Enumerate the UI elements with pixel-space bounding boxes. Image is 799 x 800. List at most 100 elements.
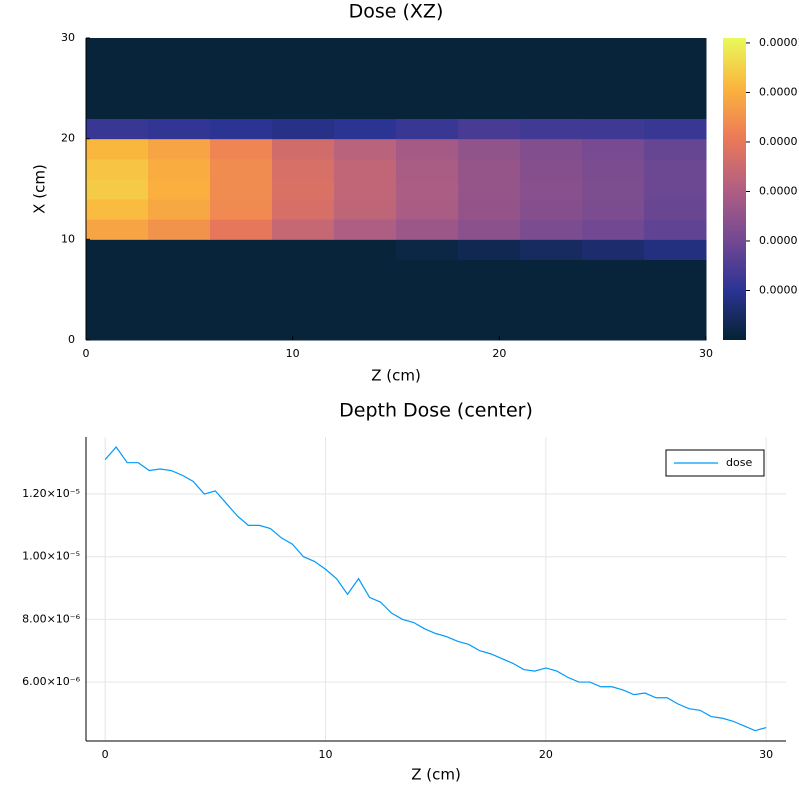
heatmap-cell — [334, 199, 397, 220]
heatmap-cell — [396, 138, 459, 160]
line-title: Depth Dose (center) — [339, 400, 533, 422]
heatmap-cell — [272, 98, 335, 120]
heatmap-cell — [644, 58, 707, 79]
heatmap-title: Dose (XZ) — [349, 1, 444, 23]
heatmap-cell — [458, 239, 521, 260]
heatmap-cell — [520, 178, 583, 200]
heatmap-cell — [210, 178, 273, 200]
heatmap-cell — [520, 158, 583, 180]
heatmap-cell — [644, 219, 707, 240]
heatmap-cell — [582, 319, 645, 341]
heatmap-cell — [582, 199, 645, 220]
heatmap-cell — [148, 98, 211, 120]
x-axis-label: Z (cm) — [371, 367, 421, 385]
heatmap-cell — [396, 58, 459, 79]
heatmap-cell — [458, 58, 521, 79]
heatmap-cell — [86, 78, 149, 99]
heatmap-cell — [520, 259, 583, 281]
heatmap-cell — [396, 178, 459, 200]
heatmap-cell — [148, 78, 211, 99]
heatmap-cell — [644, 199, 707, 220]
heatmap-cell — [334, 38, 397, 59]
heatmap-cell — [644, 239, 707, 260]
heatmap-cell — [644, 279, 707, 301]
y-tick-label: 10 — [61, 232, 75, 245]
y-tick-label: 1.00×10⁻⁵ — [22, 550, 80, 563]
y-tick-label: 8.00×10⁻⁶ — [22, 612, 81, 625]
heatmap-cell — [210, 259, 273, 281]
heatmap-cell — [86, 158, 149, 180]
heatmap-cell — [334, 118, 397, 140]
heatmap-cell — [86, 299, 149, 321]
heatmap-cell — [396, 219, 459, 240]
heatmap-cell — [520, 299, 583, 321]
heatmap-cell — [520, 38, 583, 59]
colorbar-tick-label: 0.0000 — [759, 135, 798, 148]
heatmap-cell — [458, 138, 521, 160]
heatmap-cell — [644, 178, 707, 200]
heatmap-cell — [148, 199, 211, 220]
colorbar-tick-label: 0.0000 — [759, 85, 798, 98]
heatmap-cell — [458, 158, 521, 180]
heatmap-cell — [644, 259, 707, 281]
heatmap-cell — [582, 239, 645, 260]
y-tick-label: 20 — [61, 132, 75, 145]
heatmap-cell — [334, 78, 397, 99]
heatmap-cell — [644, 158, 707, 180]
heatmap-cell — [86, 279, 149, 301]
heatmap-cell — [334, 138, 397, 160]
heatmap-cell — [396, 98, 459, 120]
heatmap-cell — [458, 219, 521, 240]
heatmap-cell — [582, 38, 645, 59]
heatmap-cell — [396, 38, 459, 59]
heatmap-cell — [644, 98, 707, 120]
heatmap-cell — [334, 239, 397, 260]
heatmap-cell — [148, 158, 211, 180]
heatmap-cell — [86, 178, 149, 200]
heatmap-cell — [334, 279, 397, 301]
heatmap-cell — [396, 118, 459, 140]
x-tick-label: 10 — [319, 748, 333, 761]
heatmap-cell — [520, 78, 583, 99]
heatmap-cell — [86, 199, 149, 220]
line — [104, 446, 767, 732]
heatmap-cell — [458, 78, 521, 99]
heatmap-cell — [86, 138, 149, 160]
heatmap-cell — [86, 58, 149, 79]
heatmap-cell — [520, 118, 583, 140]
heatmap-cell — [644, 118, 707, 140]
heatmap-cell — [644, 299, 707, 321]
heatmap-cell — [272, 118, 335, 140]
heatmap-cell — [582, 58, 645, 79]
heatmap-cell — [582, 138, 645, 160]
heatmap-cell — [272, 38, 335, 59]
x-tick-label: 20 — [539, 748, 553, 761]
heatmap-cell — [272, 319, 335, 341]
heatmap-cell — [520, 138, 583, 160]
heatmap-cell — [334, 259, 397, 281]
heatmap-cell — [148, 259, 211, 281]
heatmap-cell — [644, 38, 707, 59]
heatmap-cell — [520, 279, 583, 301]
x-axis-label: Z (cm) — [411, 766, 461, 784]
heatmap-cell — [334, 299, 397, 321]
x-tick-label: 30 — [699, 347, 713, 360]
heatmap-cell — [396, 239, 459, 260]
heatmap-cell — [86, 239, 149, 260]
heatmap-cell — [458, 299, 521, 321]
heatmap-cell — [86, 259, 149, 281]
y-tick-label: 30 — [61, 31, 75, 44]
heatmap-cell — [334, 319, 397, 341]
heatmap-cell — [272, 279, 335, 301]
heatmap-cell — [148, 38, 211, 59]
heatmap-cell — [582, 299, 645, 321]
heatmap-cell — [86, 98, 149, 120]
heatmap-cell — [582, 78, 645, 99]
heatmap-cell — [644, 319, 707, 341]
colorbar-tick-label: 0.0000 — [759, 283, 798, 296]
heatmap-cell — [148, 319, 211, 341]
heatmap-cell — [272, 219, 335, 240]
heatmap-cell — [148, 279, 211, 301]
